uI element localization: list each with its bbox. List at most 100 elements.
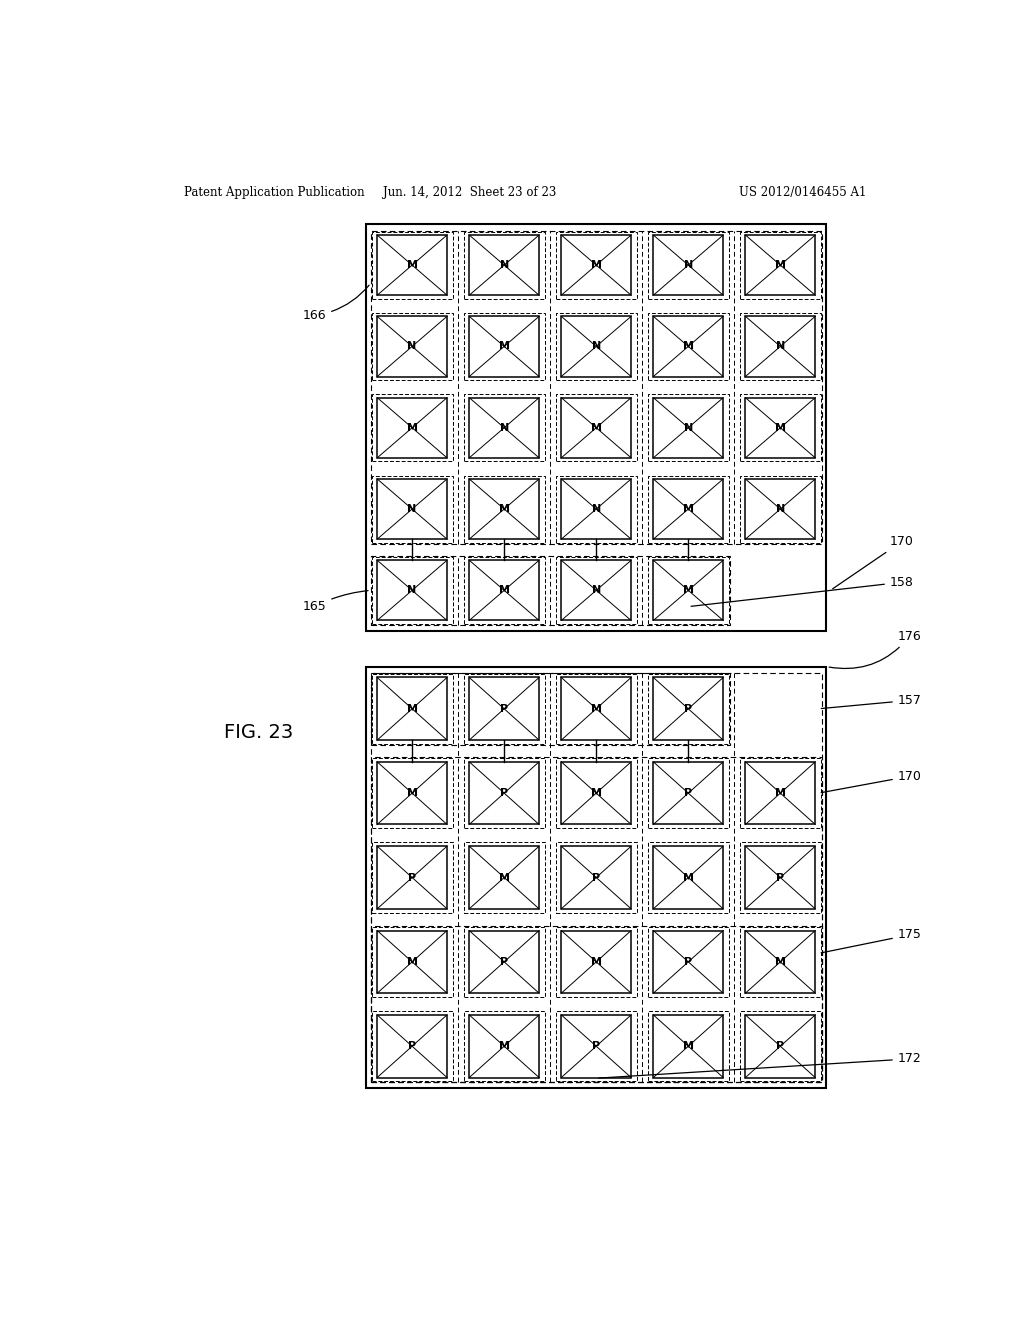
Bar: [745, 846, 815, 908]
Text: N: N: [684, 260, 693, 271]
Bar: [561, 931, 631, 993]
Bar: [556, 557, 637, 624]
Text: M: M: [499, 585, 510, 595]
Bar: [653, 846, 723, 908]
Bar: [372, 758, 453, 828]
Bar: [648, 1011, 729, 1081]
Bar: [745, 317, 815, 376]
Text: P: P: [500, 957, 508, 966]
Text: M: M: [683, 1041, 694, 1051]
Text: M: M: [591, 422, 602, 433]
Bar: [371, 673, 821, 1082]
Bar: [653, 560, 723, 620]
Text: N: N: [776, 342, 785, 351]
Bar: [556, 842, 637, 912]
Bar: [561, 317, 631, 376]
Text: US 2012/0146455 A1: US 2012/0146455 A1: [738, 186, 866, 199]
Bar: [740, 1011, 821, 1081]
Text: P: P: [500, 788, 508, 799]
Bar: [469, 677, 539, 741]
Text: 158: 158: [691, 576, 913, 606]
Bar: [469, 479, 539, 539]
Text: M: M: [775, 957, 785, 966]
Text: M: M: [499, 504, 510, 513]
Bar: [561, 1015, 631, 1077]
Bar: [653, 317, 723, 376]
Text: M: M: [499, 1041, 510, 1051]
Bar: [372, 1011, 453, 1081]
Bar: [561, 560, 631, 620]
Bar: [371, 231, 821, 544]
Text: M: M: [775, 788, 785, 799]
Bar: [372, 927, 453, 997]
Bar: [556, 927, 637, 997]
Bar: [653, 762, 723, 825]
Bar: [561, 677, 631, 741]
Bar: [469, 560, 539, 620]
Text: M: M: [407, 260, 418, 271]
Bar: [561, 235, 631, 296]
Bar: [653, 397, 723, 458]
Bar: [561, 762, 631, 825]
Text: M: M: [407, 957, 418, 966]
Text: P: P: [684, 788, 692, 799]
Text: M: M: [683, 585, 694, 595]
Text: M: M: [407, 422, 418, 433]
Bar: [653, 479, 723, 539]
Text: M: M: [591, 704, 602, 714]
Bar: [740, 231, 821, 298]
Text: M: M: [683, 342, 694, 351]
Bar: [561, 846, 631, 908]
Bar: [561, 397, 631, 458]
Bar: [469, 846, 539, 908]
Text: M: M: [499, 342, 510, 351]
Bar: [648, 231, 729, 298]
Text: M: M: [499, 873, 510, 883]
Bar: [372, 313, 453, 380]
Text: N: N: [592, 585, 601, 595]
Text: 172: 172: [599, 1052, 922, 1078]
Bar: [653, 1015, 723, 1077]
Bar: [556, 475, 637, 543]
Text: P: P: [776, 1041, 784, 1051]
Bar: [556, 395, 637, 461]
Bar: [377, 235, 447, 296]
Bar: [377, 479, 447, 539]
Text: Jun. 14, 2012  Sheet 23 of 23: Jun. 14, 2012 Sheet 23 of 23: [383, 186, 556, 199]
Bar: [372, 673, 453, 744]
Bar: [740, 842, 821, 912]
Text: M: M: [775, 260, 785, 271]
Text: M: M: [591, 788, 602, 799]
Text: N: N: [500, 422, 509, 433]
Bar: [372, 231, 453, 298]
Bar: [556, 1011, 637, 1081]
Text: M: M: [591, 260, 602, 271]
Bar: [377, 317, 447, 376]
Bar: [740, 927, 821, 997]
Text: 170: 170: [833, 535, 913, 589]
Bar: [371, 925, 821, 1082]
Text: N: N: [500, 260, 509, 271]
Text: P: P: [500, 704, 508, 714]
Bar: [377, 846, 447, 908]
Text: P: P: [592, 873, 600, 883]
Text: M: M: [407, 788, 418, 799]
Text: N: N: [408, 342, 417, 351]
Bar: [464, 475, 545, 543]
Text: 166: 166: [303, 285, 369, 322]
Text: N: N: [776, 504, 785, 513]
Bar: [648, 475, 729, 543]
Bar: [464, 842, 545, 912]
Bar: [377, 560, 447, 620]
Bar: [469, 931, 539, 993]
Bar: [745, 762, 815, 825]
Bar: [648, 927, 729, 997]
Bar: [464, 557, 545, 624]
Bar: [653, 235, 723, 296]
Text: 170: 170: [821, 770, 922, 792]
Bar: [367, 667, 826, 1089]
Bar: [740, 395, 821, 461]
Bar: [377, 1015, 447, 1077]
Bar: [377, 931, 447, 993]
Text: M: M: [683, 873, 694, 883]
